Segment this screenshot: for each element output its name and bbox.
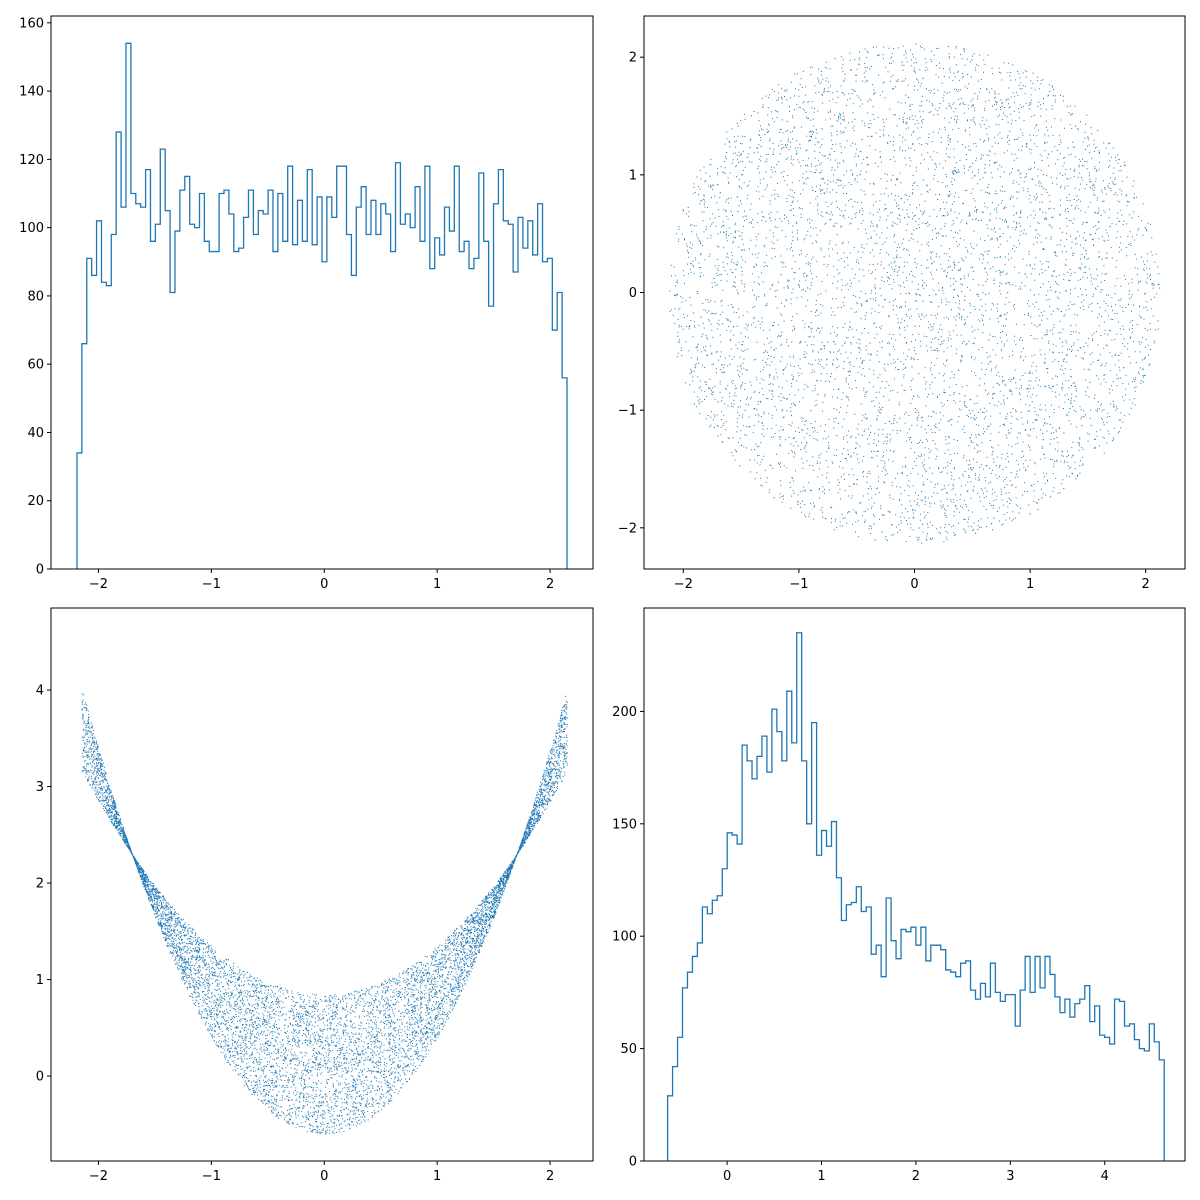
axes-frame bbox=[643, 15, 1186, 570]
axes-frame bbox=[643, 607, 1186, 1162]
y-tick-label-1: 20 bbox=[27, 494, 44, 509]
x-tick-label-2: 0 bbox=[320, 1169, 328, 1184]
chart-bottom-right-histogram: 0 1 2 3 4 0 50 100 150 200 bbox=[612, 607, 1186, 1184]
axes-frame bbox=[50, 15, 594, 570]
x-tick-label-3: 1 bbox=[1026, 577, 1034, 592]
x-tick-label-1: −1 bbox=[202, 577, 221, 592]
x-tick-label-4: 2 bbox=[546, 1169, 554, 1184]
x-tick-label-3: 1 bbox=[433, 577, 441, 592]
y-tick-label-1: 50 bbox=[620, 1042, 637, 1057]
scatter-points bbox=[81, 693, 568, 1135]
x-tick-label-1: −1 bbox=[789, 577, 808, 592]
chart-bottom-left-parabola-scatter: −2 −1 0 1 2 0 1 2 3 4 bbox=[36, 607, 594, 1184]
x-tick-label-2: 0 bbox=[910, 577, 918, 592]
y-tick-label-2: 2 bbox=[36, 877, 44, 892]
x-tick-label-0: −2 bbox=[89, 1169, 108, 1184]
x-tick-label-0: −2 bbox=[89, 577, 108, 592]
y-tick-label-4: 200 bbox=[612, 705, 637, 720]
x-tick-label-0: 0 bbox=[723, 1169, 731, 1184]
y-tick-label-0: 0 bbox=[36, 1070, 44, 1085]
y-tick-label-2: 0 bbox=[629, 286, 637, 301]
y-tick-label-0: 0 bbox=[36, 563, 44, 578]
axes-frame bbox=[50, 607, 594, 1162]
x-tick-label-3: 1 bbox=[433, 1169, 441, 1184]
x-tick-label-2: 0 bbox=[320, 577, 328, 592]
x-tick-label-4: 4 bbox=[1101, 1169, 1109, 1184]
x-tick-label-3: 3 bbox=[1006, 1169, 1014, 1184]
y-tick-label-5: 100 bbox=[19, 221, 44, 236]
y-tick-label-0: 0 bbox=[629, 1155, 637, 1170]
histogram-step-line bbox=[76, 42, 568, 569]
chart-top-right-disk-scatter: −2 −1 0 1 2 −2 −1 0 1 2 bbox=[618, 15, 1186, 592]
histogram-step-line bbox=[666, 632, 1165, 1161]
y-tick-label-0: −2 bbox=[618, 521, 637, 536]
y-tick-label-4: 4 bbox=[36, 684, 44, 699]
scatter-point-cloud bbox=[81, 693, 568, 1135]
x-tick-label-0: −2 bbox=[674, 577, 693, 592]
y-tick-label-1: 1 bbox=[36, 973, 44, 988]
y-tick-label-3: 60 bbox=[27, 358, 44, 373]
y-tick-label-2: 100 bbox=[612, 930, 637, 945]
y-tick-label-8: 160 bbox=[19, 16, 44, 31]
y-tick-label-2: 40 bbox=[27, 426, 44, 441]
x-tick-label-1: −1 bbox=[202, 1169, 221, 1184]
y-tick-label-1: −1 bbox=[618, 404, 637, 419]
x-tick-label-4: 2 bbox=[1142, 577, 1150, 592]
y-tick-label-3: 3 bbox=[36, 780, 44, 795]
y-tick-label-3: 1 bbox=[629, 168, 637, 183]
y-tick-label-4: 2 bbox=[629, 51, 637, 66]
x-tick-label-2: 2 bbox=[912, 1169, 920, 1184]
x-tick-label-4: 2 bbox=[546, 577, 554, 592]
y-tick-label-3: 150 bbox=[612, 817, 637, 832]
y-tick-label-4: 80 bbox=[27, 289, 44, 304]
y-tick-label-7: 140 bbox=[19, 85, 44, 100]
x-tick-label-1: 1 bbox=[817, 1169, 825, 1184]
y-tick-label-6: 120 bbox=[19, 153, 44, 168]
